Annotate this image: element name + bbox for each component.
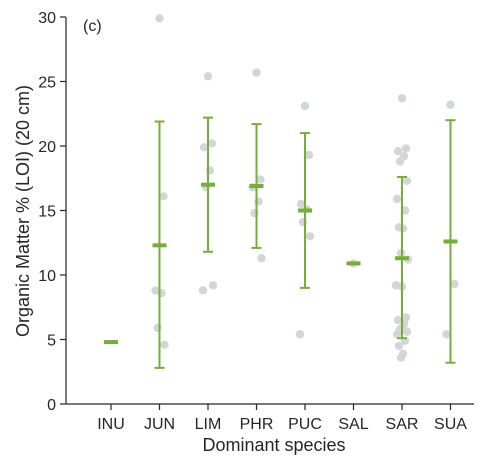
- data-point: [392, 330, 402, 339]
- summary-lim: [201, 116, 215, 253]
- x-tick-label: PUC: [288, 416, 322, 433]
- data-point: [401, 144, 411, 153]
- y-tick-label: 20: [38, 139, 56, 156]
- data-point: [305, 232, 315, 241]
- y-tick-label: 25: [38, 75, 56, 92]
- data-point: [208, 281, 218, 290]
- summary-markers: [104, 116, 458, 369]
- axes: [65, 17, 474, 405]
- data-point: [450, 279, 459, 289]
- y-ticks: 0 5 10 15 20 25 30: [38, 10, 66, 414]
- summary-inu: [104, 340, 118, 345]
- mean-marker: [443, 239, 458, 244]
- y-tick-label: 15: [38, 204, 56, 221]
- data-point: [300, 101, 310, 111]
- data-point: [252, 68, 261, 77]
- summary-jun: [152, 120, 167, 369]
- summary-sal: [346, 261, 361, 266]
- data-point: [203, 72, 213, 81]
- x-tick-label: SAL: [338, 416, 368, 433]
- data-point: [396, 353, 406, 362]
- summary-sar: [395, 175, 409, 340]
- data-point: [446, 100, 455, 109]
- x-tick-label: SAR: [386, 416, 419, 433]
- data-point: [295, 330, 305, 339]
- x-tick-label: LIM: [195, 416, 222, 433]
- summary-phr: [249, 123, 264, 249]
- data-point: [402, 327, 412, 336]
- mean-marker: [346, 261, 361, 266]
- data-point: [392, 194, 402, 204]
- data-point: [304, 150, 314, 160]
- x-tick-label: PHR: [240, 416, 274, 433]
- y-axis-title: Organic Matter % (LOI) (20 cm): [13, 85, 33, 337]
- data-point: [155, 14, 164, 23]
- data-point: [199, 143, 209, 152]
- data-point: [393, 315, 403, 325]
- mean-marker: [298, 208, 312, 213]
- y-tick-label: 0: [47, 397, 56, 414]
- y-tick-label: 30: [38, 10, 56, 27]
- data-point: [401, 313, 411, 322]
- data-point: [256, 175, 265, 184]
- mean-marker: [201, 182, 215, 187]
- mean-marker: [104, 340, 118, 345]
- data-point: [207, 139, 217, 148]
- data-point: [442, 330, 451, 339]
- x-axis-title: Dominant species: [202, 435, 345, 455]
- mean-marker: [152, 243, 167, 248]
- data-point: [397, 94, 407, 103]
- data-point: [395, 157, 405, 166]
- summary-puc: [298, 132, 312, 289]
- mean-marker: [395, 256, 409, 261]
- data-point: [159, 192, 168, 201]
- data-point: [160, 340, 169, 349]
- data-point: [296, 199, 306, 209]
- data-point: [402, 176, 412, 186]
- y-tick-label: 10: [38, 268, 56, 285]
- x-tick-label: JUN: [144, 416, 175, 433]
- panel-label: (c): [83, 18, 102, 35]
- mean-marker: [249, 183, 264, 188]
- data-point: [393, 146, 403, 156]
- summary-sua: [443, 119, 458, 364]
- data-point: [394, 341, 404, 351]
- data-point: [198, 286, 208, 295]
- x-tick-label: INU: [97, 416, 125, 433]
- data-point: [257, 254, 266, 263]
- x-tick-label: SUA: [434, 416, 467, 433]
- y-tick-label: 5: [47, 333, 56, 350]
- x-ticks: INU JUN LIM PHR PUC SAL SAR SUA: [97, 404, 467, 433]
